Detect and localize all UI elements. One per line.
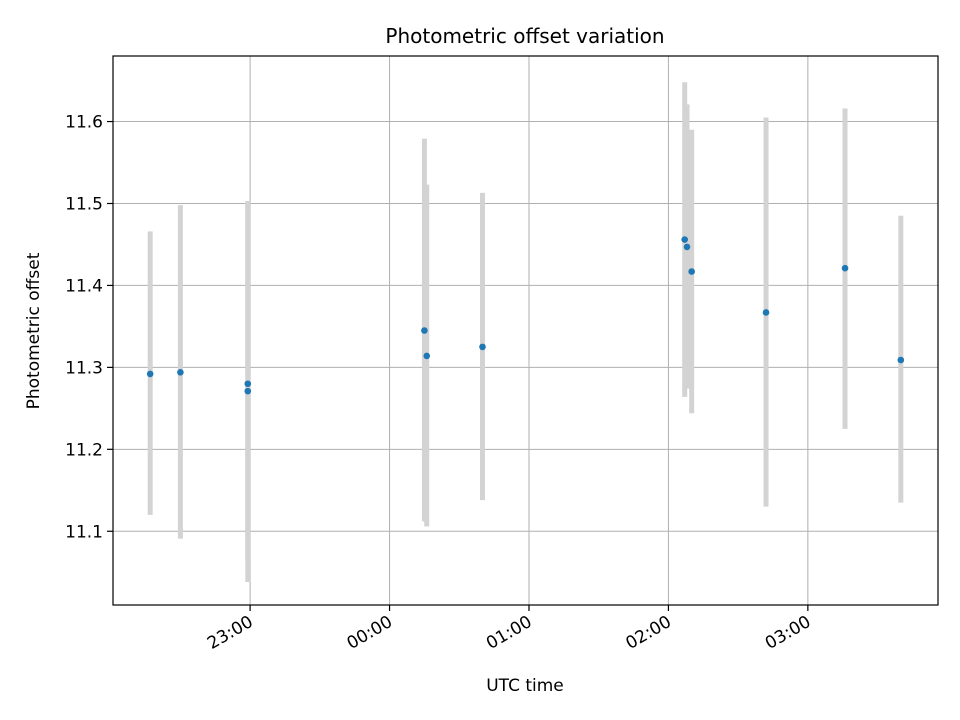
data-point <box>244 380 252 388</box>
x-tick-label: 23:00 <box>204 612 256 654</box>
x-axis-label: UTC time <box>486 676 564 696</box>
data-point <box>421 327 428 334</box>
plot-frame <box>112 55 939 606</box>
data-point <box>423 352 431 360</box>
y-tick-label: 11.2 <box>65 440 103 460</box>
axis-ticks: 23:00 00:00 01:00 02:00 03:00 11.1 11.2 11.3 11.… <box>65 113 814 654</box>
grid <box>113 56 938 605</box>
data-point <box>688 268 695 275</box>
error-bars <box>147 82 904 583</box>
x-tick-label: 00:00 <box>344 612 396 654</box>
data-point <box>146 370 154 378</box>
data-point <box>897 356 905 364</box>
chart-title: Photometric offset variation <box>385 24 664 48</box>
y-tick-label: 11.6 <box>65 113 103 133</box>
data-point <box>177 368 184 376</box>
x-tick-label: 02:00 <box>622 612 674 654</box>
data-point <box>681 236 688 243</box>
data-points <box>146 236 905 395</box>
data-point <box>479 343 486 351</box>
data-point <box>841 264 849 272</box>
y-axis-label: Photometric offset <box>24 252 44 409</box>
y-tick-label: 11.3 <box>65 358 103 378</box>
y-tick-label: 11.4 <box>65 276 103 296</box>
data-point <box>244 387 252 395</box>
data-point <box>683 243 691 251</box>
y-tick-label: 11.5 <box>65 194 103 214</box>
x-tick-label: 01:00 <box>483 612 535 654</box>
data-point <box>762 309 770 316</box>
x-tick-label: 03:00 <box>762 612 814 654</box>
y-tick-label: 11.1 <box>65 522 103 542</box>
